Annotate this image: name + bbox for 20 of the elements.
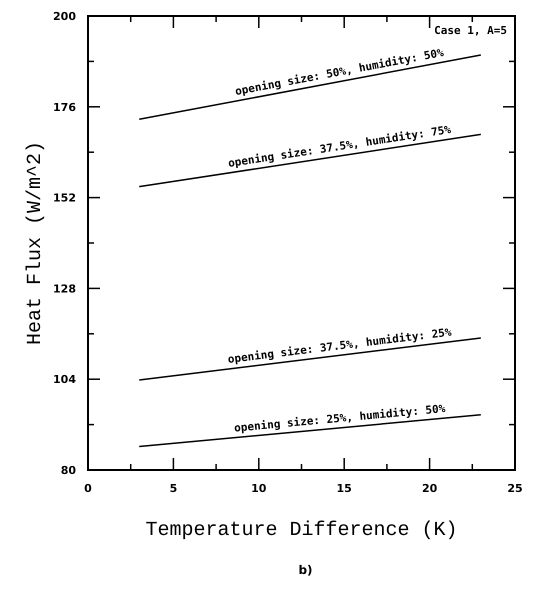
- y-tick-label: 200: [53, 10, 76, 23]
- y-tick-label: 176: [53, 100, 76, 114]
- text: opening size: 25%, humidity: 50%: [234, 402, 446, 435]
- x-tick-label: 5: [170, 482, 178, 495]
- y-tick-label: 80: [60, 464, 76, 477]
- text: b): [298, 563, 313, 577]
- y-tick-label: 104: [53, 373, 76, 386]
- y-tick-label: 152: [53, 192, 76, 205]
- x-axis-title: Temperature Difference (K): [145, 519, 458, 542]
- text: opening size: 37.5%, humidity: 25%: [227, 326, 453, 366]
- text: opening size: 50%, humidity: 50%: [234, 46, 446, 98]
- y-tick-label: 128: [53, 282, 76, 296]
- text: opening size: 37.5%, humidity: 75%: [227, 122, 452, 170]
- x-tick-label: 15: [336, 482, 352, 495]
- x-tick-label: 0: [84, 482, 92, 495]
- y-axis-title: Heat Flux (W/m^2): [24, 140, 47, 346]
- x-tick-label: 10: [251, 482, 267, 495]
- x-tick-label: 25: [507, 482, 523, 495]
- x-tick-label: 20: [422, 482, 438, 495]
- annotation: Case 1, A=5: [434, 24, 507, 37]
